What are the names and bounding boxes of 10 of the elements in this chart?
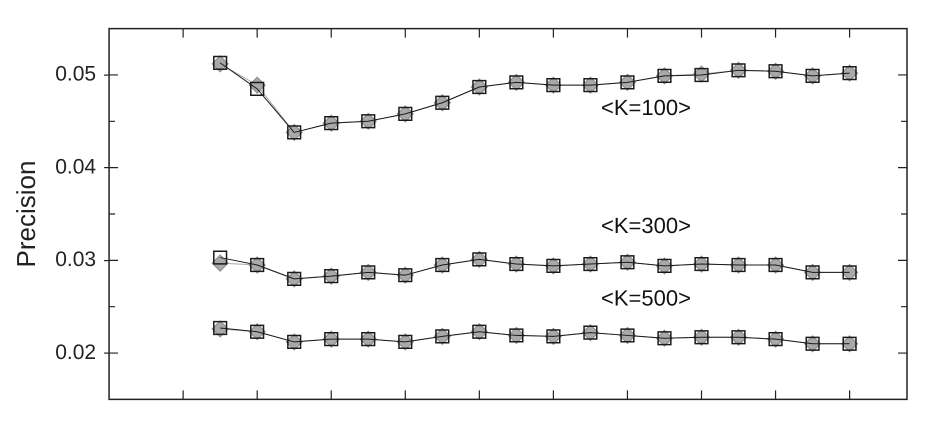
y-tick-label: 0.03	[55, 248, 96, 272]
series-label: <K=500>	[600, 285, 691, 310]
y-tick-label: 0.02	[55, 340, 96, 364]
point	[250, 82, 264, 96]
point	[213, 250, 228, 265]
y-tick-label: 0.05	[55, 62, 96, 86]
y-tick-label: 0.04	[55, 155, 96, 178]
y-axis-title: Precision	[10, 160, 41, 268]
series-label: <K=100>	[600, 94, 691, 120]
series-label: <K=300>	[600, 212, 691, 238]
